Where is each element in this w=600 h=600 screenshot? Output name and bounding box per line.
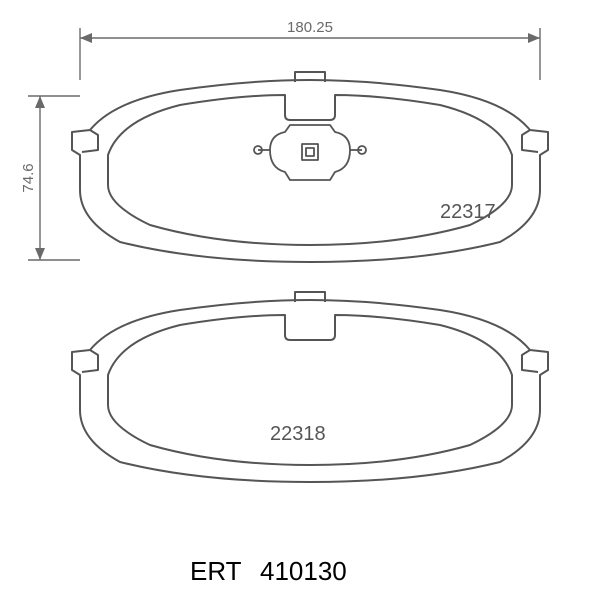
footer-partcode: 410130 bbox=[260, 556, 347, 586]
top-pad-number: 22317 bbox=[440, 201, 496, 223]
height-dimension: 74.6 bbox=[20, 96, 80, 260]
footer-brand: ERT bbox=[190, 556, 242, 586]
bottom-brake-pad: 22318 bbox=[72, 292, 548, 482]
diagram-container: 180.25 74.6 22317 bbox=[0, 0, 600, 600]
width-dimension-label: 180.25 bbox=[287, 19, 333, 36]
footer: ERT 410130 bbox=[190, 556, 347, 586]
height-dimension-label: 74.6 bbox=[20, 163, 37, 192]
top-brake-pad: 22317 bbox=[72, 72, 548, 262]
bottom-pad-number: 22318 bbox=[270, 423, 326, 445]
width-dimension: 180.25 bbox=[80, 19, 540, 80]
brake-pad-diagram: 180.25 74.6 22317 bbox=[0, 0, 600, 600]
